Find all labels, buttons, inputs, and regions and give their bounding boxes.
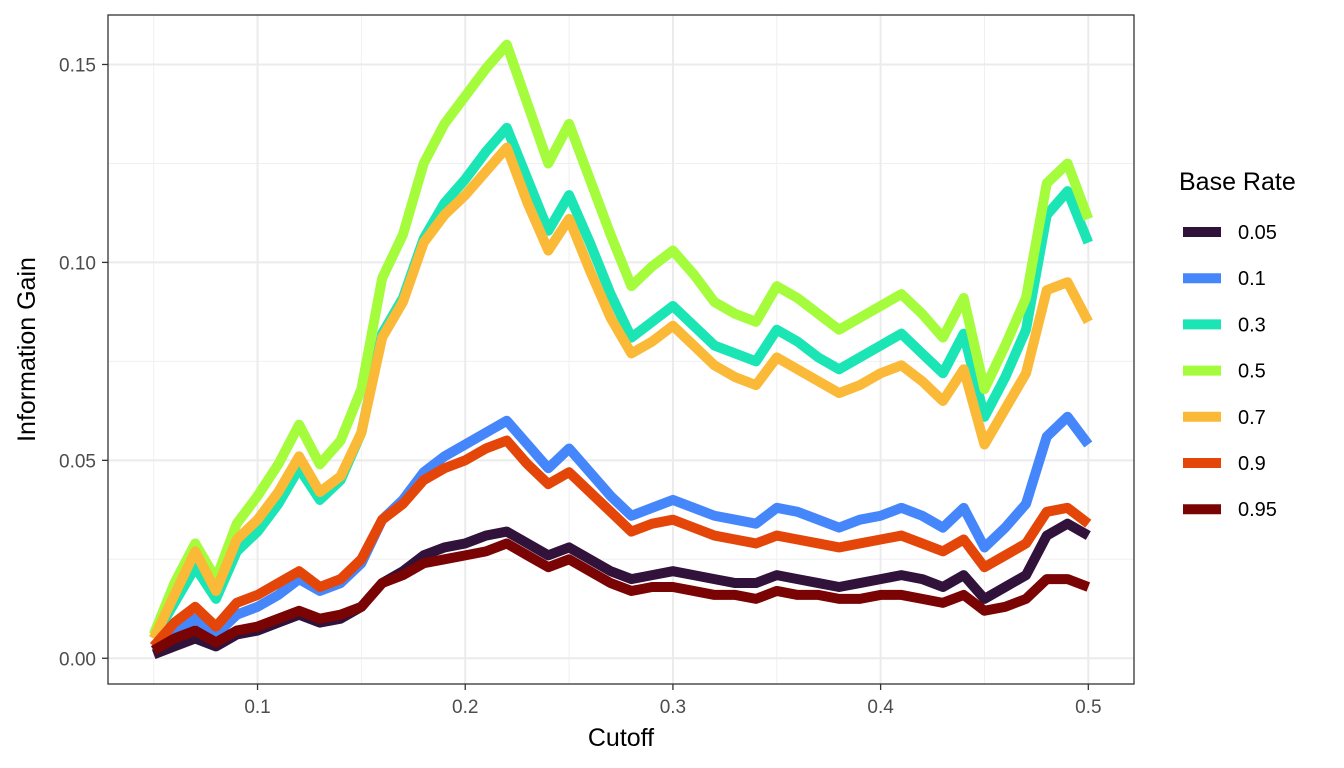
y-tick-label: 0.15	[59, 55, 96, 76]
legend-title: Base Rate	[1179, 168, 1296, 196]
x-tick-label: 0.5	[1075, 697, 1101, 718]
x-axis-title: Cutoff	[588, 724, 654, 752]
y-axis-title: Information Gain	[13, 257, 41, 442]
legend-label: 0.95	[1238, 499, 1277, 521]
legend-label: 0.5	[1238, 361, 1266, 383]
series-line-0.95	[151, 538, 1091, 655]
legend-label: 0.3	[1238, 314, 1266, 336]
x-tick-label: 0.4	[867, 697, 894, 718]
legend-label: 0.1	[1238, 268, 1266, 290]
y-axis: 0.00 0.05 0.10 0.15	[59, 55, 108, 670]
y-tick-label: 0.10	[59, 253, 96, 274]
legend-label: 0.7	[1238, 407, 1266, 429]
series-line-0.9	[149, 435, 1092, 650]
legend: Base Rate 0.05 0.1 0.3 0.5 0.7 0.9 0.95	[1179, 168, 1296, 521]
series-line-0.5	[149, 39, 1093, 637]
x-tick-label: 0.2	[452, 697, 478, 718]
x-tick-label: 0.3	[660, 697, 686, 718]
plot-panel-border	[107, 14, 1135, 685]
series-lines	[149, 39, 1093, 659]
legend-label: 0.9	[1238, 453, 1266, 475]
x-tick-label: 0.1	[244, 697, 270, 718]
y-tick-label: 0.05	[59, 451, 96, 472]
y-tick-label: 0.00	[59, 649, 96, 670]
legend-items: 0.05 0.1 0.3 0.5 0.7 0.9 0.95	[1183, 222, 1277, 521]
legend-label: 0.05	[1238, 222, 1277, 244]
x-axis: 0.1 0.2 0.3 0.4 0.5	[244, 684, 1102, 718]
series-line-0.7	[149, 142, 1093, 641]
